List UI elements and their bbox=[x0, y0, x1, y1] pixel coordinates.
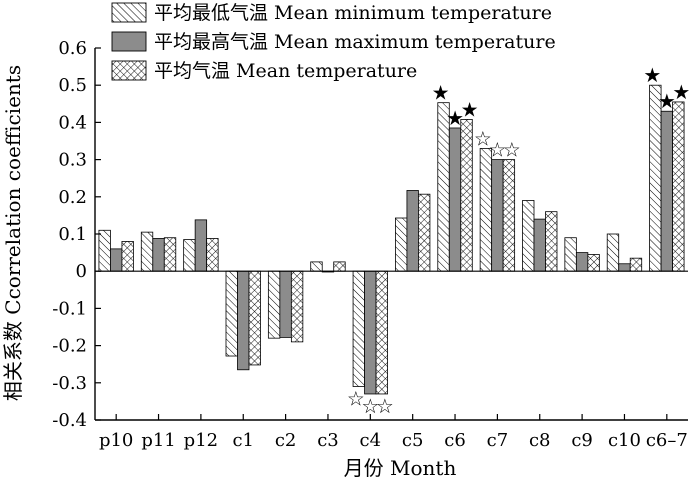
x-tick-label: p10 bbox=[99, 430, 133, 451]
hollow-star-marker: ☆ bbox=[503, 138, 521, 162]
bar-c10-series-2 bbox=[618, 263, 631, 272]
bar-c7-series-3 bbox=[502, 159, 516, 272]
bar-c9-series-3 bbox=[587, 254, 600, 272]
y-axis-label: 相关系数 Ccorrelation coefficients bbox=[1, 65, 25, 401]
bar-c9-series-2 bbox=[575, 252, 589, 272]
legend: 平均最低气温 Mean minimum temperature 平均最高气温 Me… bbox=[111, 2, 556, 82]
x-tick-label: c6–7 bbox=[646, 430, 688, 451]
bar-p12-series-3 bbox=[206, 238, 219, 272]
bar-c4-series-2 bbox=[364, 270, 377, 395]
y-tick-label: -0.3 bbox=[52, 373, 87, 394]
bar-c6-series-2 bbox=[448, 127, 462, 272]
x-tick-label: p11 bbox=[141, 430, 175, 451]
x-tick-label: c5 bbox=[402, 430, 424, 451]
y-tick-label: -0.1 bbox=[52, 298, 87, 319]
bar-c1-series-1 bbox=[225, 270, 238, 357]
solid-star-marker: ★ bbox=[672, 80, 690, 104]
bar-c8-series-3 bbox=[545, 211, 558, 272]
legend-swatch-1 bbox=[111, 2, 147, 23]
hollow-star-marker: ☆ bbox=[474, 126, 492, 150]
y-tick-label: -0.2 bbox=[52, 336, 87, 357]
y-tick-label: 0.1 bbox=[58, 224, 87, 245]
bar-p10-series-3 bbox=[121, 241, 134, 272]
bar-c6–7-series-2 bbox=[660, 110, 673, 272]
solid-star-marker: ★ bbox=[446, 106, 464, 130]
bar-group bbox=[98, 84, 685, 395]
x-axis-label: 月份 Month bbox=[344, 456, 457, 480]
x-tick-label: c10 bbox=[608, 430, 641, 451]
bar-c3-series-1 bbox=[310, 261, 323, 272]
bar-c4-series-1 bbox=[352, 270, 365, 387]
bar-p10-series-1 bbox=[98, 229, 111, 272]
bar-c7-series-2 bbox=[491, 159, 504, 272]
legend-swatch-2 bbox=[111, 31, 147, 52]
x-tick-label: c4 bbox=[360, 430, 382, 451]
x-tick-label: c3 bbox=[317, 430, 339, 451]
significance-markers: ☆ ★ ☆ ★ ☆ ★ ☆ ★ ☆ ★ ☆ ★ bbox=[347, 63, 690, 418]
bar-c2-series-2 bbox=[279, 270, 292, 338]
y-tick-label: 0.3 bbox=[58, 150, 87, 171]
bar-c8-series-2 bbox=[533, 218, 546, 272]
x-tick-label: c7 bbox=[487, 430, 509, 451]
x-tick-label: c9 bbox=[571, 430, 593, 451]
solid-star-marker: ★ bbox=[643, 63, 661, 87]
bar-c2-series-3 bbox=[290, 270, 304, 343]
hollow-star-marker: ☆ bbox=[361, 394, 379, 418]
y-tick-label: 0.6 bbox=[58, 38, 87, 59]
bar-p11-series-1 bbox=[140, 231, 154, 272]
bar-p12-series-1 bbox=[183, 239, 196, 272]
y-tick-label: 0.2 bbox=[58, 187, 87, 208]
legend-label-1: 平均最低气温 Mean minimum temperature bbox=[154, 2, 552, 24]
bar-c1-series-2 bbox=[237, 270, 250, 371]
legend-label-3: 平均气温 Mean temperature bbox=[154, 60, 417, 82]
axes: -0.4 -0.3 -0.2 -0.1 0 0.1 0.2 0.3 0.4 0.5 0.6 p10 p1… bbox=[52, 38, 688, 451]
bar-c5-series-3 bbox=[418, 193, 431, 272]
bar-p11-series-3 bbox=[163, 237, 177, 272]
solid-star-marker: ★ bbox=[461, 97, 479, 121]
bar-c5-series-2 bbox=[406, 190, 419, 272]
bar-c3-series-3 bbox=[333, 261, 346, 272]
bar-c1-series-3 bbox=[248, 270, 261, 366]
y-tick-label: -0.4 bbox=[52, 410, 87, 431]
bar-c4-series-3 bbox=[375, 270, 388, 395]
x-tick-label: c6 bbox=[444, 430, 466, 451]
x-tick-label: c8 bbox=[529, 430, 551, 451]
hollow-star-marker: ☆ bbox=[488, 138, 506, 162]
legend-swatch-3 bbox=[111, 60, 147, 81]
bar-c6–7-series-3 bbox=[672, 101, 685, 272]
hollow-star-marker: ☆ bbox=[376, 394, 394, 418]
bar-c7-series-1 bbox=[479, 148, 493, 272]
bar-c6-series-3 bbox=[460, 119, 473, 272]
legend-label-2: 平均最高气温 Mean maximum temperature bbox=[154, 31, 556, 53]
bar-p11-series-2 bbox=[152, 238, 165, 272]
bar-c5-series-1 bbox=[395, 217, 408, 272]
solid-star-marker: ★ bbox=[432, 81, 450, 105]
y-tick-label: 0.5 bbox=[58, 75, 87, 96]
bar-c10-series-1 bbox=[606, 233, 620, 272]
bar-c2-series-1 bbox=[267, 270, 281, 339]
hollow-star-marker: ☆ bbox=[347, 387, 365, 411]
solid-star-marker: ★ bbox=[658, 89, 676, 113]
x-tick-label: p12 bbox=[184, 430, 218, 451]
x-tick-label: c2 bbox=[275, 430, 297, 451]
bar-p12-series-2 bbox=[194, 219, 208, 272]
bar-p10-series-2 bbox=[110, 248, 123, 272]
bar-c10-series-3 bbox=[629, 257, 643, 272]
y-tick-label: 0 bbox=[76, 261, 87, 282]
bar-c9-series-1 bbox=[564, 237, 577, 272]
x-tick-label: c1 bbox=[232, 430, 254, 451]
bar-c8-series-1 bbox=[522, 200, 535, 272]
y-tick-label: 0.4 bbox=[58, 112, 87, 133]
